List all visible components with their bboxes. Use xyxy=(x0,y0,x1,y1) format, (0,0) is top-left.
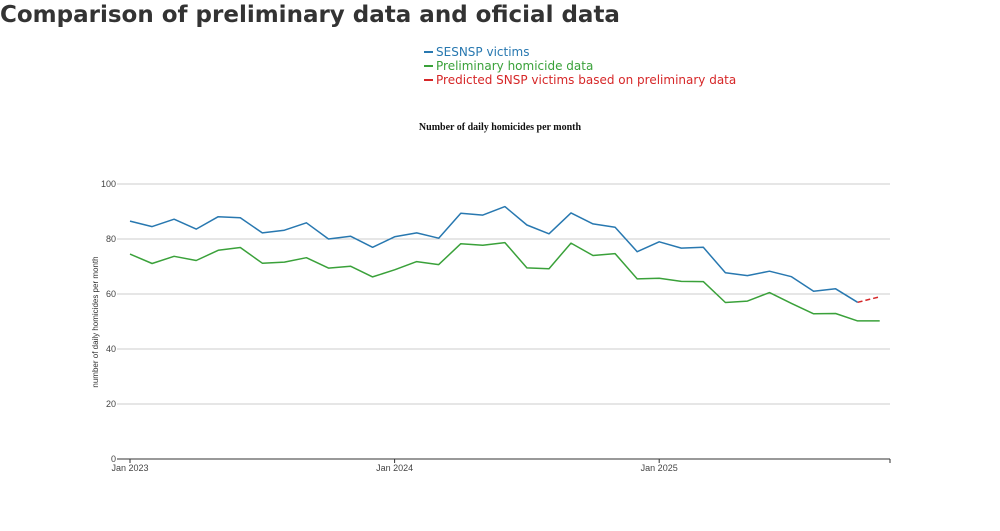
y-tick-label: 20 xyxy=(106,399,116,409)
series-line-predicted xyxy=(857,296,880,304)
legend-item-sesnsp[interactable]: SESNSP victims xyxy=(424,45,736,59)
chart-title: Number of daily homicides per month xyxy=(419,122,582,133)
legend-swatch-sesnsp xyxy=(424,51,433,53)
series-line-sesnsp xyxy=(129,205,858,303)
legend-label-preliminary: Preliminary homicide data xyxy=(436,59,594,73)
x-tick-label: Jan 2024 xyxy=(376,463,413,473)
chart-gridlines xyxy=(117,183,890,405)
series-line-preliminary xyxy=(129,241,880,322)
chart-series xyxy=(129,205,880,322)
chart-legend: SESNSP victims Preliminary homicide data… xyxy=(424,45,736,87)
page-title: Comparison of preliminary data and ofici… xyxy=(0,2,620,28)
legend-item-preliminary[interactable]: Preliminary homicide data xyxy=(424,59,736,73)
y-tick-label: 60 xyxy=(106,289,116,299)
legend-swatch-preliminary xyxy=(424,65,433,67)
y-tick-label: 100 xyxy=(101,179,116,189)
legend-item-predicted[interactable]: Predicted SNSP victims based on prelimin… xyxy=(424,73,736,87)
x-tick-label: Jan 2025 xyxy=(641,463,678,473)
legend-label-sesnsp: SESNSP victims xyxy=(436,45,530,59)
chart-axes: 0 20 40 60 80 100 Jan 2023 Jan 2024 Jan 2025 xyxy=(101,179,891,473)
legend-swatch-predicted xyxy=(424,79,433,81)
y-tick-label: 80 xyxy=(106,234,116,244)
legend-label-predicted: Predicted SNSP victims based on prelimin… xyxy=(436,73,737,87)
x-tick-label: Jan 2023 xyxy=(111,463,148,473)
y-tick-label: 40 xyxy=(106,344,116,354)
y-tick-label: 0 xyxy=(111,454,116,464)
y-axis-title: number of daily homicides per month xyxy=(91,256,100,387)
